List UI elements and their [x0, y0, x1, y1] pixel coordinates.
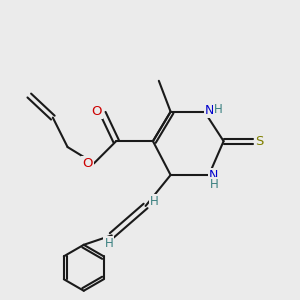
Text: S: S: [255, 135, 264, 148]
Text: N: N: [209, 169, 219, 182]
Text: H: H: [149, 195, 158, 208]
Text: H: H: [209, 178, 218, 191]
Text: N: N: [205, 104, 214, 117]
Text: O: O: [91, 105, 102, 118]
Text: O: O: [82, 157, 93, 170]
Text: H: H: [104, 237, 113, 250]
Text: H: H: [214, 103, 223, 116]
